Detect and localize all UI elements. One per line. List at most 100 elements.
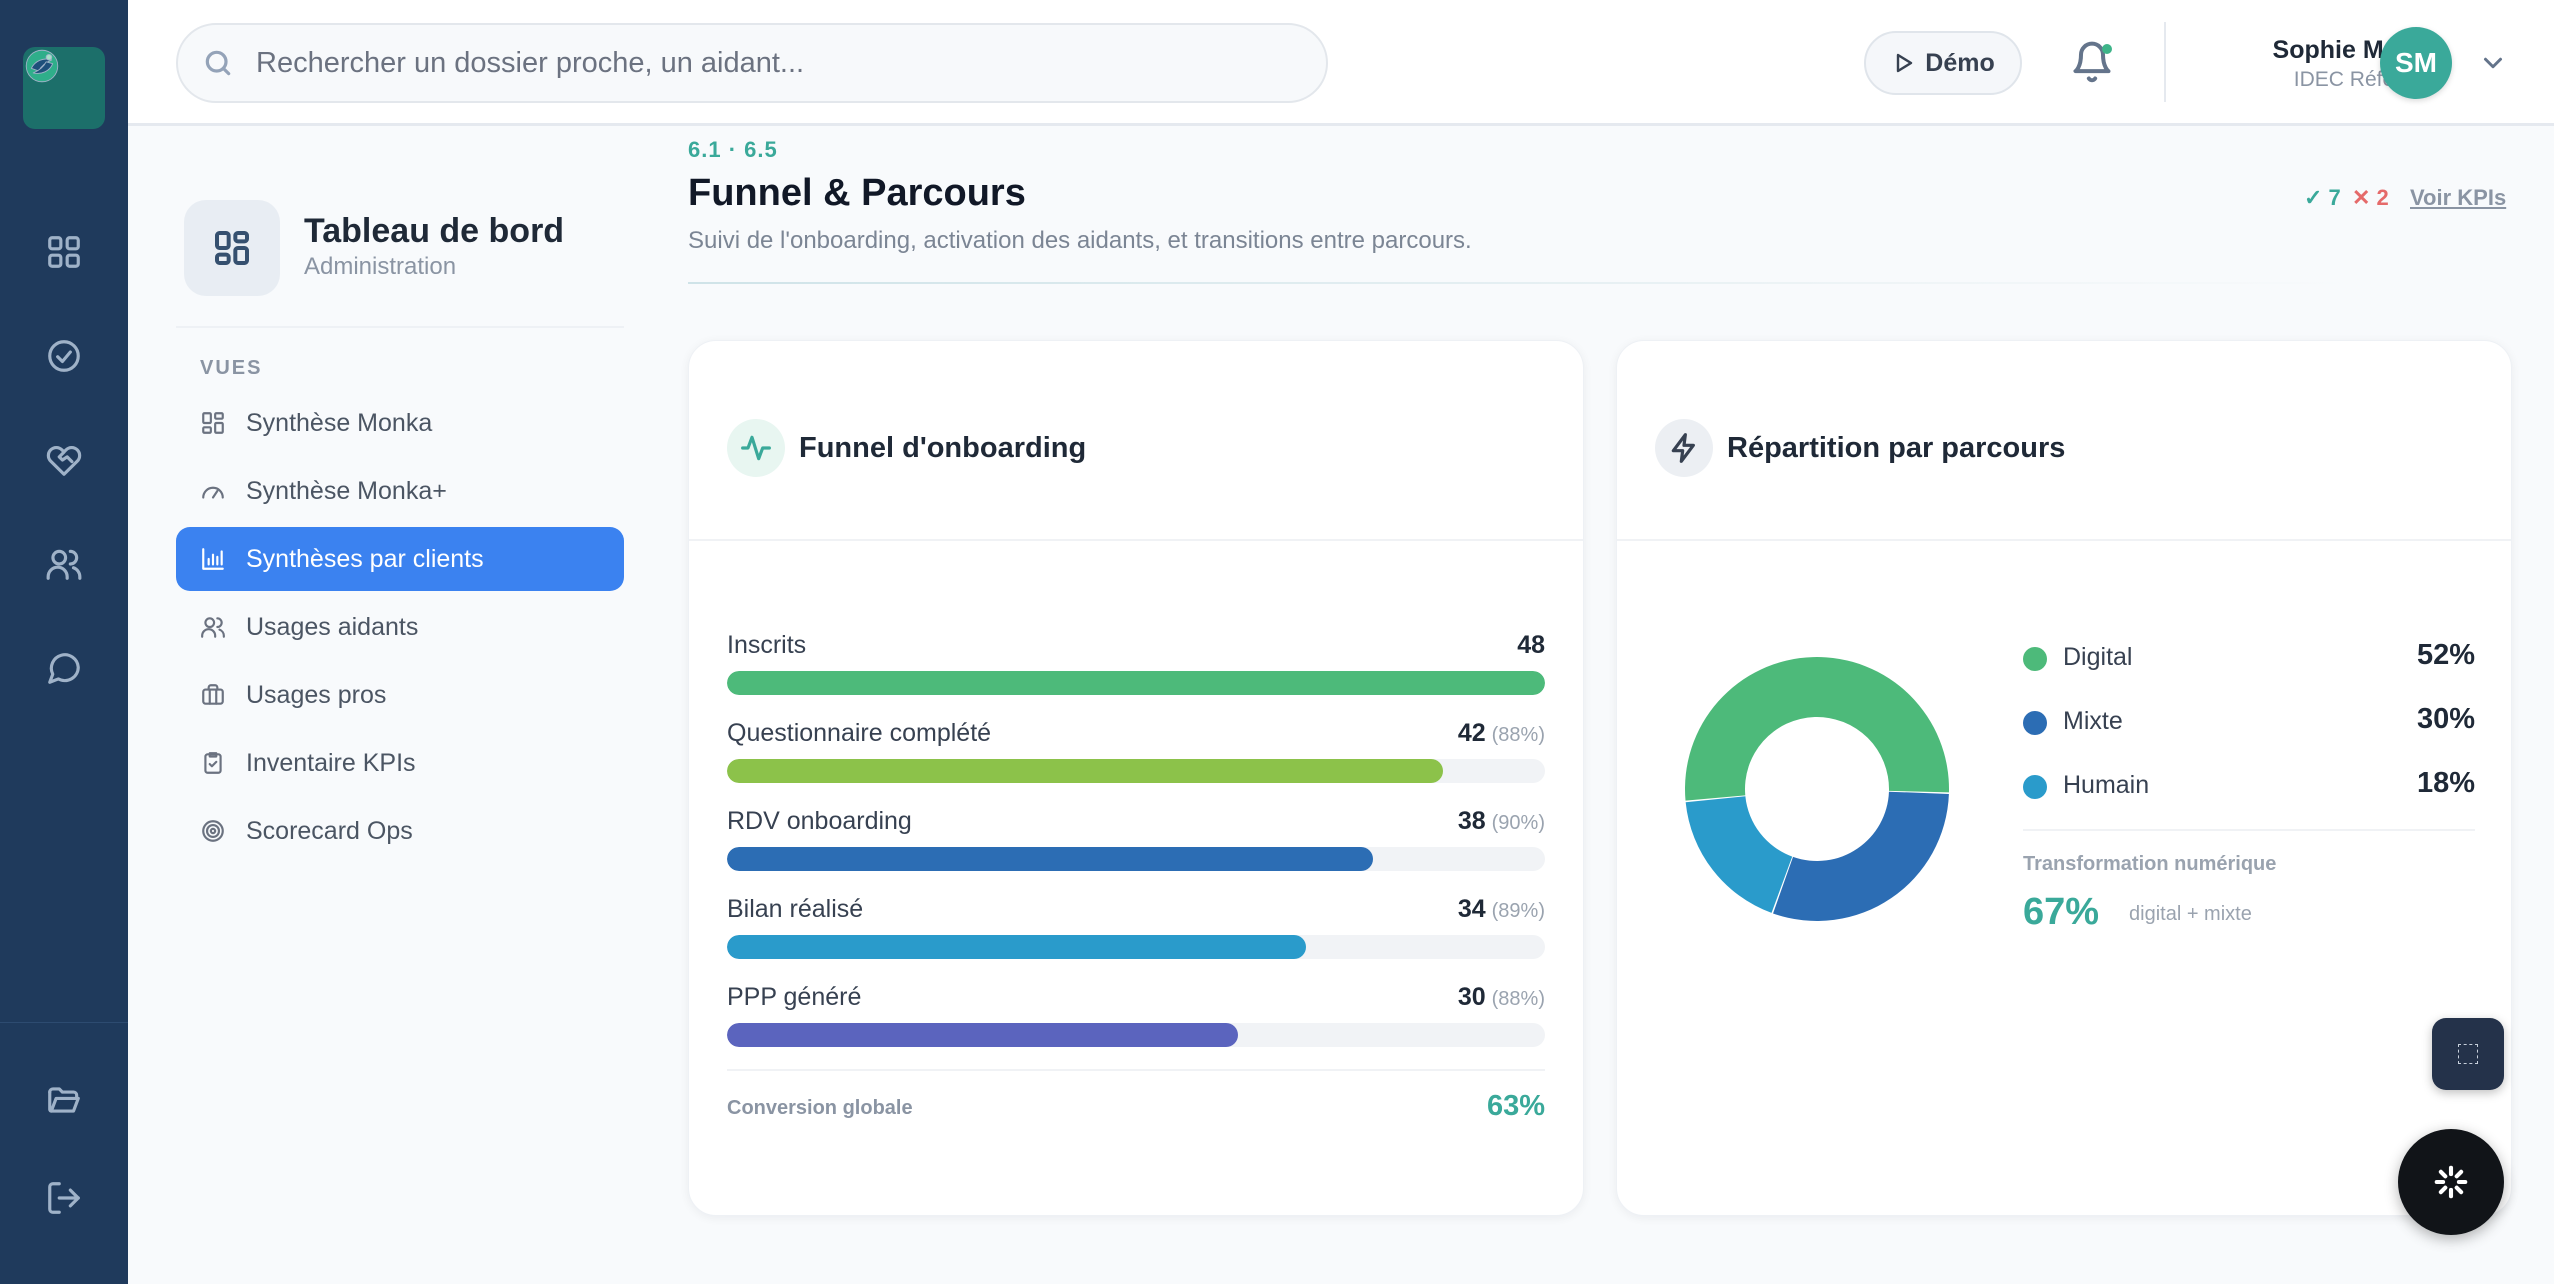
dashboard-title: Tableau de bord (304, 212, 565, 250)
folder-open-icon[interactable] (44, 1080, 84, 1120)
funnel-bar-fill (727, 935, 1307, 959)
dashboard-grid-icon[interactable] (44, 232, 84, 272)
sidebar-item-synthese-monka[interactable]: Synthèse Monka (176, 391, 624, 455)
sidebar-item-inventaire-kpis[interactable]: Inventaire KPIs (176, 731, 624, 795)
sidebar-item-label: Scorecard Ops (246, 816, 413, 845)
section-code: 6.1 · 6.5 (688, 137, 778, 162)
repartition-title: Répartition par parcours (1727, 432, 2066, 464)
gauge-icon (202, 486, 224, 499)
funnel-step-percent: (89%) (1491, 900, 1545, 922)
repartition-donut-chart (1685, 657, 1949, 921)
dashed-square-icon (2458, 1044, 2478, 1064)
conversion-label: Conversion globale (727, 1097, 913, 1119)
sidebar-item-usages-aidants[interactable]: Usages aidants (176, 595, 624, 659)
funnel-bar-track (727, 847, 1545, 871)
search-input[interactable] (256, 46, 1256, 80)
target-icon (202, 820, 224, 842)
funnel-step-percent: (90%) (1491, 812, 1545, 834)
legend-item: Mixte 30% (2023, 701, 2475, 741)
legend-value: 18% (2416, 767, 2475, 799)
sidebar-item-synthese-monka-plus[interactable]: Synthèse Monka+ (176, 459, 624, 523)
legend-item: Digital 52% (2023, 637, 2475, 677)
funnel-title: Funnel d'onboarding (799, 432, 1087, 464)
search-icon (205, 50, 231, 76)
assistant-button[interactable] (2398, 1129, 2504, 1235)
heart-handshake-icon[interactable] (44, 440, 84, 480)
sidebar-item-label: Synthèse Monka+ (246, 476, 447, 505)
funnel-bar-fill (727, 1023, 1239, 1047)
funnel-bar-track (727, 935, 1545, 959)
user-menu-toggle[interactable] (2478, 48, 2508, 78)
funnel-step-value-group: 34 (89%) (1458, 895, 1545, 924)
transformation-value: 67% (2023, 891, 2100, 933)
legend-color-dot (2023, 775, 2047, 799)
legend-label: Mixte (2063, 707, 2123, 735)
donut-slice-mixte[interactable] (1773, 791, 1949, 921)
funnel-step-value: 34 (1457, 895, 1486, 923)
notification-dot (2102, 44, 2112, 54)
sidebar-item-label: Usages aidants (246, 612, 419, 641)
sidebar-item-usages-pros[interactable]: Usages pros (176, 663, 624, 727)
funnel-step-value: 42 (1457, 719, 1486, 747)
donut-slice-humain[interactable] (1685, 796, 1793, 913)
header-divider (688, 282, 2368, 284)
legend-value: 52% (2416, 639, 2475, 671)
transformation-label: Transformation numérique (2023, 853, 2277, 875)
donut-slice-digital[interactable] (1685, 657, 1949, 801)
legend-color-dot (2023, 647, 2047, 671)
funnel-card-header: Funnel d'onboarding (689, 341, 1583, 541)
legend-item: Humain 18% (2023, 765, 2475, 805)
kpi-ko-value: 2 (2376, 185, 2389, 210)
funnel-bar-fill (727, 671, 1545, 695)
lightning-icon (1655, 419, 1713, 477)
funnel-step-value: 48 (1517, 631, 1545, 659)
legend-label: Humain (2063, 771, 2150, 799)
kpi-ok-count: ✓ 7 (2304, 185, 2341, 210)
legend-color-dot (2023, 711, 2047, 735)
avatar[interactable]: SM (2380, 27, 2452, 99)
funnel-card: Funnel d'onboarding Inscrits 48 Questionna… (688, 340, 1584, 1216)
chat-bubble-icon[interactable] (44, 648, 84, 688)
logout-icon[interactable] (44, 1178, 84, 1218)
funnel-step-label: PPP généré (727, 983, 862, 1011)
rail-divider (0, 1022, 128, 1023)
app-logo[interactable] (23, 47, 105, 129)
conversion-value: 63% (1486, 1090, 1545, 1122)
kpi-ok-value: 7 (2328, 185, 2341, 210)
funnel-step-value: 38 (1457, 807, 1486, 835)
users-icon (201, 617, 225, 638)
users-icon[interactable] (44, 544, 84, 584)
kpi-ko-count: ✕ 2 (2352, 185, 2389, 210)
conversion-divider (727, 1069, 1545, 1071)
funnel-step-label: Questionnaire complété (727, 719, 992, 747)
funnel-step-percent: (88%) (1491, 724, 1545, 746)
funnel-step-value-group: 30 (88%) (1458, 983, 1545, 1012)
selection-tool-button[interactable] (2432, 1018, 2504, 1090)
demo-button[interactable]: Démo (1864, 31, 2022, 95)
topbar-separator (2164, 22, 2166, 102)
bell-icon (2073, 41, 2111, 83)
check-circle-icon[interactable] (44, 336, 84, 376)
sidebar-section-label: VUES (200, 357, 263, 379)
sidebar-item-label: Synthèses par clients (246, 544, 484, 573)
app-rail (0, 0, 128, 1284)
repartition-card-header: Répartition par parcours (1617, 341, 2511, 541)
sidebar-item-syntheses-par-clients[interactable]: Synthèses par clients (176, 527, 624, 591)
sidebar-item-scorecard-ops[interactable]: Scorecard Ops (176, 799, 624, 863)
funnel-step-percent: (88%) (1491, 988, 1545, 1010)
transformation-note: digital + mixte (2129, 903, 2252, 925)
clipboard-check-icon (204, 752, 222, 774)
notifications-button[interactable] (2070, 40, 2114, 84)
funnel-bar-fill (727, 847, 1374, 871)
funnel-step-value: 30 (1457, 983, 1486, 1011)
legend-divider (2023, 829, 2475, 831)
sidebar-item-label: Inventaire KPIs (246, 748, 416, 777)
top-bar: Démo Sophie Monka IDEC Référente SM (128, 0, 2554, 126)
voir-kpis-link[interactable]: Voir KPIs (2410, 185, 2507, 210)
search-bar[interactable] (176, 23, 1328, 103)
funnel-step-label: Bilan réalisé (727, 895, 864, 923)
funnel-step-label: Inscrits (727, 631, 807, 659)
loader-icon (2434, 1165, 2468, 1199)
funnel-bar-track (727, 671, 1545, 695)
funnel-step-value-group: 38 (90%) (1458, 807, 1545, 836)
